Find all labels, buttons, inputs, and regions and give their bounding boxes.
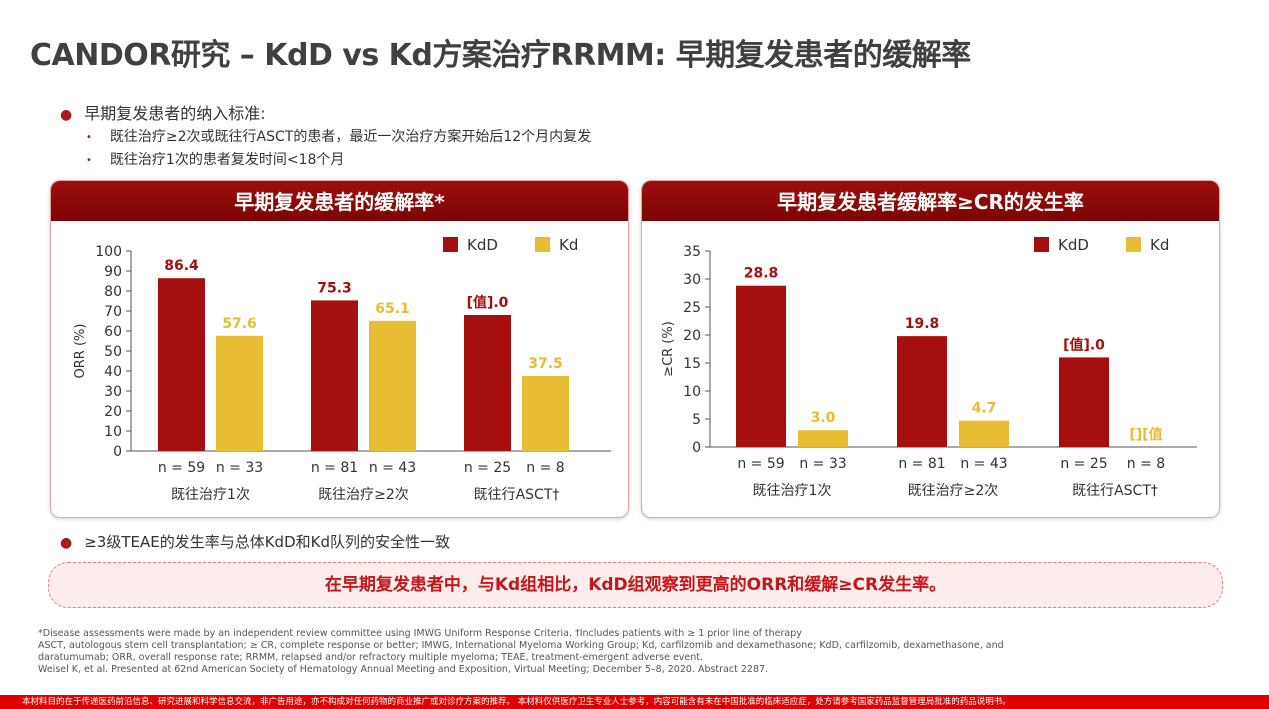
category-label: 既往行ASCT† bbox=[474, 487, 560, 503]
bar-kd bbox=[522, 376, 569, 451]
y-tick-label: 80 bbox=[104, 284, 122, 300]
y-tick-label: 0 bbox=[113, 444, 122, 460]
data-label-kdd: 19.8 bbox=[905, 316, 940, 332]
n-label-kd: n = 33 bbox=[216, 460, 263, 476]
n-label-kd: n = 33 bbox=[799, 456, 846, 472]
y-tick-label: 70 bbox=[104, 304, 122, 320]
orr-bar-chart: 0 10 20 30 40 50 60 70 80 90 100 ORR (%) 86.4 n = 59 7… bbox=[73, 236, 611, 503]
bar-kdd bbox=[897, 336, 947, 447]
data-label-kdd: [值].0 bbox=[1063, 336, 1105, 353]
y-tick-label: 50 bbox=[104, 344, 122, 360]
category-label: 既往治疗≥2次 bbox=[318, 487, 409, 503]
legend-swatch-kdd bbox=[443, 237, 458, 252]
n-label-kdd: n = 59 bbox=[737, 456, 784, 472]
bar-kd bbox=[798, 430, 848, 447]
bullet-dot-icon: ● bbox=[60, 107, 73, 123]
footnote-1: *Disease assessments were made by an ind… bbox=[38, 628, 802, 639]
y-tick-label: 20 bbox=[104, 404, 122, 420]
legend-label-kdd: KdD bbox=[467, 236, 498, 254]
n-label-kd: n = 8 bbox=[1127, 456, 1165, 472]
bar-kdd bbox=[311, 300, 358, 451]
y-axis-label: ≥CR (%) bbox=[661, 321, 676, 377]
data-label-kd: 4.7 bbox=[972, 401, 997, 417]
legend-label-kd: Kd bbox=[1150, 236, 1169, 254]
safety-bullet: ● ≥3级TEAE的发生率与总体KdD和Kd队列的安全性一致 bbox=[60, 531, 450, 552]
criteria-text-1: 既往治疗≥2次或既往行ASCT的患者，最近一次治疗方案开始后12个月内复发 bbox=[109, 129, 592, 145]
y-tick-label: 0 bbox=[692, 440, 701, 456]
n-label-kd: n = 43 bbox=[369, 460, 416, 476]
y-tick-label: 10 bbox=[104, 424, 122, 440]
y-axis-label: ORR (%) bbox=[73, 324, 88, 379]
n-label-kdd: n = 81 bbox=[898, 456, 945, 472]
safety-text: ≥3级TEAE的发生率与总体KdD和Kd队列的安全性一致 bbox=[84, 533, 450, 551]
n-label-kdd: n = 25 bbox=[464, 460, 511, 476]
cr-chart-header: 早期复发患者缓解率≥CR的发生率 bbox=[642, 181, 1219, 221]
page-title: CANDOR研究 – KdD vs Kd方案治疗RRMM: 早期复发患者的缓解率 bbox=[30, 38, 971, 73]
orr-chart-header: 早期复发患者的缓解率* bbox=[51, 181, 628, 221]
cr-bar-chart: 0 5 10 15 20 25 30 35 ≥CR (%) 28.8 n = 59 19.8 n = 8… bbox=[661, 236, 1197, 499]
data-label-kdd: 28.8 bbox=[744, 266, 779, 282]
bar-kdd bbox=[736, 285, 786, 447]
legend-swatch-kdd bbox=[1034, 237, 1049, 252]
y-tick-label: 20 bbox=[683, 328, 701, 344]
bar-kdd bbox=[464, 315, 511, 451]
criteria-heading: 早期复发患者的纳入标准: bbox=[84, 104, 266, 123]
bullet-dot-icon: • bbox=[86, 131, 92, 143]
category-label: 既往行ASCT† bbox=[1072, 483, 1158, 499]
data-label-kd: 3.0 bbox=[811, 410, 836, 426]
legend-swatch-kd bbox=[535, 237, 550, 252]
n-label-kdd: n = 59 bbox=[158, 460, 205, 476]
bar-kd bbox=[959, 420, 1009, 447]
data-label-kdd: 86.4 bbox=[164, 258, 199, 274]
bar-kdd bbox=[158, 278, 205, 451]
orr-chart-panel: 早期复发患者的缓解率* 0 10 20 30 40 50 60 70 80 90 100 ORR (%… bbox=[50, 180, 629, 518]
cr-chart-panel: 早期复发患者缓解率≥CR的发生率 0 5 10 15 20 25 30 35 ≥CR (%) 28… bbox=[641, 180, 1220, 518]
disclaimer-bar: 本材料目的在于传递医药前沿信息、研究进展和科学信息交流，非广告用途，亦不构成对任… bbox=[0, 695, 1269, 709]
y-tick-label: 35 bbox=[683, 244, 701, 260]
legend-swatch-kd bbox=[1126, 237, 1141, 252]
data-label-kdd: [值].0 bbox=[467, 294, 509, 311]
y-tick-label: 25 bbox=[683, 300, 701, 316]
criteria-item-1: • 既往治疗≥2次或既往行ASCT的患者，最近一次治疗方案开始后12个月内复发 bbox=[86, 126, 591, 146]
data-label-kd: 57.6 bbox=[222, 316, 257, 332]
y-tick-label: 10 bbox=[683, 384, 701, 400]
category-label: 既往治疗1次 bbox=[753, 483, 832, 499]
criteria-text-2: 既往治疗1次的患者复发时间<18个月 bbox=[109, 152, 345, 168]
bullet-dot-icon: • bbox=[86, 154, 92, 166]
y-tick-label: 100 bbox=[95, 244, 122, 260]
category-label: 既往治疗≥2次 bbox=[908, 483, 999, 499]
n-label-kd: n = 8 bbox=[526, 460, 564, 476]
y-tick-label: 30 bbox=[683, 272, 701, 288]
conclusion-callout: 在早期复发患者中，与Kd组相比，KdD组观察到更高的ORR和缓解≥CR发生率。 bbox=[48, 562, 1223, 608]
category-label: 既往治疗1次 bbox=[171, 487, 250, 503]
footnote-2: ASCT, autologous stem cell transplantati… bbox=[38, 640, 1004, 651]
bar-kd bbox=[216, 335, 263, 451]
y-tick-label: 5 bbox=[692, 412, 701, 428]
y-tick-label: 60 bbox=[104, 324, 122, 340]
footnote-3: daratumumab; ORR, overall response rate;… bbox=[38, 652, 704, 663]
data-label-kd: 37.5 bbox=[528, 356, 563, 372]
criteria-item-2: • 既往治疗1次的患者复发时间<18个月 bbox=[86, 149, 344, 169]
n-label-kdd: n = 25 bbox=[1060, 456, 1107, 472]
y-tick-label: 30 bbox=[104, 384, 122, 400]
data-label-kd: [][值 bbox=[1129, 426, 1162, 443]
legend-label-kd: Kd bbox=[559, 236, 578, 254]
n-label-kd: n = 43 bbox=[960, 456, 1007, 472]
footnote-4: Weisel K, et al. Presented at 62nd Ameri… bbox=[38, 664, 769, 675]
bar-kd bbox=[369, 320, 416, 451]
y-tick-label: 90 bbox=[104, 264, 122, 280]
bar-kdd bbox=[1059, 357, 1109, 447]
y-tick-label: 15 bbox=[683, 356, 701, 372]
y-tick-label: 40 bbox=[104, 364, 122, 380]
bullet-dot-icon: ● bbox=[60, 535, 73, 551]
legend-label-kdd: KdD bbox=[1058, 236, 1089, 254]
criteria-bullet: ● 早期复发患者的纳入标准: bbox=[60, 100, 266, 124]
data-label-kdd: 75.3 bbox=[317, 280, 352, 296]
data-label-kd: 65.1 bbox=[375, 301, 410, 317]
n-label-kdd: n = 81 bbox=[311, 460, 358, 476]
